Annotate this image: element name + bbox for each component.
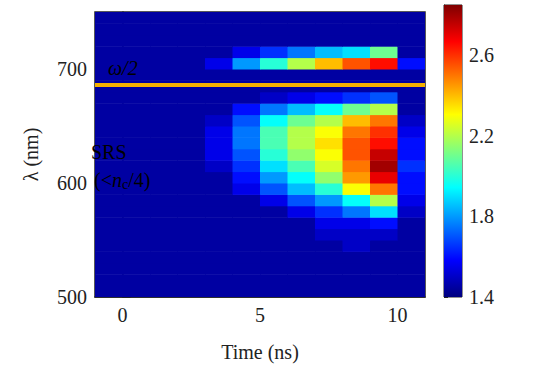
svg-text:n: n	[112, 169, 122, 191]
svg-text:700: 700	[57, 58, 87, 80]
svg-text:10: 10	[388, 304, 408, 326]
svg-text:Time (ns): Time (ns)	[221, 341, 299, 364]
svg-text:λ (nm): λ (nm)	[20, 128, 43, 182]
svg-text:5: 5	[255, 304, 265, 326]
svg-text:ω/2: ω/2	[108, 57, 138, 79]
svg-text:(<: (<	[94, 169, 112, 192]
svg-text:600: 600	[57, 172, 87, 194]
svg-text:0: 0	[118, 304, 128, 326]
svg-text:2.2: 2.2	[469, 125, 494, 147]
svg-text:/4): /4)	[128, 169, 150, 192]
svg-text:1.4: 1.4	[469, 286, 494, 308]
svg-text:500: 500	[57, 286, 87, 308]
svg-text:SRS: SRS	[91, 141, 127, 163]
svg-text:c: c	[121, 177, 129, 192]
svg-text:2.6: 2.6	[469, 44, 494, 66]
svg-text:1.8: 1.8	[469, 205, 494, 227]
